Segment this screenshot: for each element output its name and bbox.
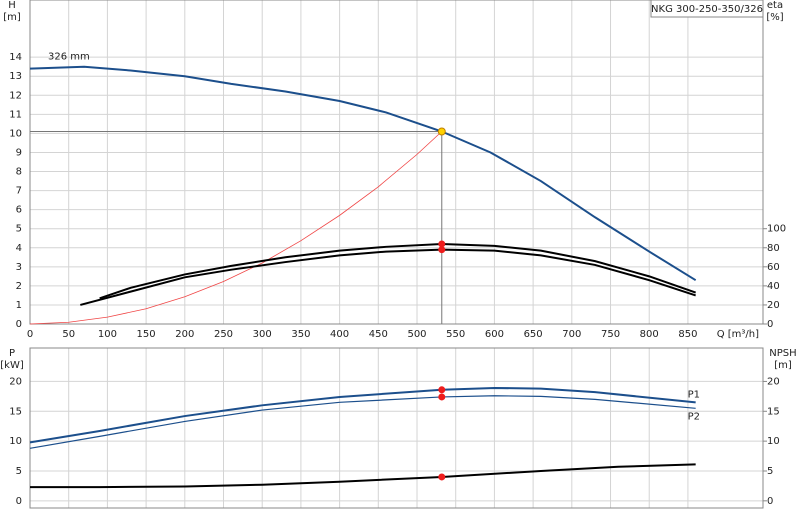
y-axis-label: [kW] xyxy=(0,360,24,371)
duty-point xyxy=(438,386,446,394)
y2-tick-label: 20 xyxy=(767,300,780,311)
y2-tick-label: 80 xyxy=(767,243,780,254)
y2-tick-label: 15 xyxy=(767,406,780,417)
y-tick-label: 3 xyxy=(16,262,22,273)
x-tick-label: 150 xyxy=(137,329,156,340)
y-tick-label: 10 xyxy=(9,128,22,139)
y2-axis-label: NPSH xyxy=(769,348,796,359)
y-tick-label: 10 xyxy=(9,436,22,447)
plot-frame xyxy=(29,0,764,325)
x-tick-label: 650 xyxy=(524,329,543,340)
series-label: P1 xyxy=(688,389,700,400)
x-tick-label: 750 xyxy=(601,329,620,340)
series-line xyxy=(80,248,696,306)
x-tick-label: 450 xyxy=(369,329,388,340)
y-tick-label: 14 xyxy=(9,52,22,63)
x-tick-label: 350 xyxy=(291,329,310,340)
y2-axis-label: eta xyxy=(767,0,783,11)
x-tick-label: 550 xyxy=(446,329,465,340)
duty-point xyxy=(437,127,446,136)
duty-point xyxy=(438,246,446,254)
x-tick-label: 50 xyxy=(62,329,75,340)
duty-point xyxy=(438,240,446,248)
y-tick-label: 1 xyxy=(16,300,22,311)
duty-point xyxy=(438,393,446,401)
y-axis-label: P xyxy=(9,348,15,359)
x-tick-label: 800 xyxy=(640,329,659,340)
y2-axis-label: [m] xyxy=(774,360,792,371)
x-tick-label: 250 xyxy=(214,329,233,340)
series-label: P2 xyxy=(688,411,700,422)
x-tick-label: 500 xyxy=(407,329,426,340)
y-tick-label: 0 xyxy=(16,319,22,330)
y-tick-label: 20 xyxy=(9,376,22,387)
y-tick-label: 13 xyxy=(9,71,22,82)
series-line xyxy=(29,65,697,282)
y2-tick-label: 10 xyxy=(767,436,780,447)
y-tick-label: 2 xyxy=(16,281,22,292)
y2-tick-label: 100 xyxy=(767,224,786,235)
y-tick-label: 8 xyxy=(16,167,22,178)
x-tick-label: 600 xyxy=(485,329,504,340)
series-line xyxy=(29,386,696,444)
y2-tick-label: 0 xyxy=(767,496,773,507)
x-tick-label: 200 xyxy=(175,329,194,340)
y-axis-label: H xyxy=(8,0,16,11)
y-tick-label: 11 xyxy=(9,109,22,120)
y-tick-label: 5 xyxy=(16,466,22,477)
x-axis-label: Q [m³/h] xyxy=(717,329,759,340)
x-tick-label: 850 xyxy=(678,329,697,340)
y2-tick-label: 60 xyxy=(767,262,780,273)
y-tick-label: 15 xyxy=(9,406,22,417)
y-tick-label: 0 xyxy=(16,496,22,507)
y2-tick-label: 20 xyxy=(767,376,780,387)
y-tick-label: 7 xyxy=(16,186,22,197)
y-axis-label: [m] xyxy=(3,12,21,23)
title-box xyxy=(650,0,764,18)
x-tick-label: 400 xyxy=(330,329,349,340)
y2-tick-label: 5 xyxy=(767,466,773,477)
y-tick-label: 4 xyxy=(16,243,22,254)
y-tick-label: 9 xyxy=(16,147,22,158)
series-label: 326 mm xyxy=(48,52,90,63)
y2-axis-label: [%] xyxy=(766,12,783,23)
x-tick-label: 100 xyxy=(98,329,117,340)
y-tick-label: 5 xyxy=(16,224,22,235)
duty-point xyxy=(438,473,446,481)
series-line xyxy=(29,131,443,325)
x-tick-label: 700 xyxy=(562,329,581,340)
y-tick-label: 12 xyxy=(9,90,22,101)
x-tick-label: 300 xyxy=(253,329,272,340)
series-line xyxy=(29,395,696,449)
x-tick-label: 0 xyxy=(27,329,33,340)
plot-frame xyxy=(29,347,764,509)
chart-title: NKG 300-250-350/326 xyxy=(651,4,763,15)
series-line xyxy=(99,242,696,300)
y2-tick-label: 40 xyxy=(767,281,780,292)
series-line xyxy=(30,463,696,489)
y-tick-label: 6 xyxy=(16,205,22,216)
y2-tick-label: 0 xyxy=(767,319,773,330)
